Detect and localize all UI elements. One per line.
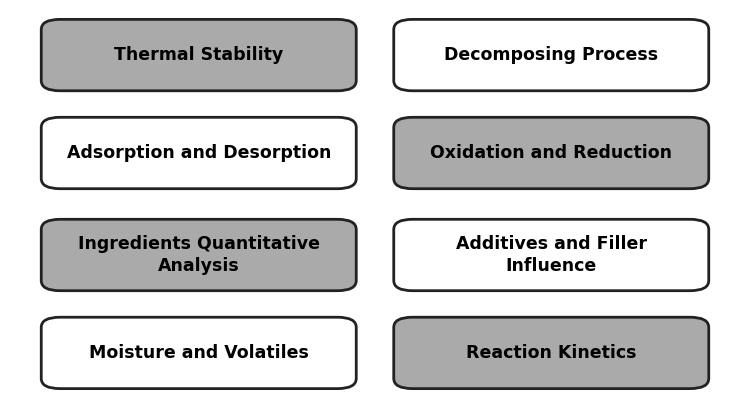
FancyBboxPatch shape (394, 317, 709, 388)
Text: Thermal Stability: Thermal Stability (114, 46, 284, 64)
FancyBboxPatch shape (41, 118, 356, 188)
FancyBboxPatch shape (394, 118, 709, 188)
Text: Decomposing Process: Decomposing Process (444, 46, 658, 64)
FancyBboxPatch shape (41, 20, 356, 91)
FancyBboxPatch shape (394, 220, 709, 290)
FancyBboxPatch shape (41, 317, 356, 388)
Text: Additives and Filler
Influence: Additives and Filler Influence (456, 235, 646, 275)
Text: Moisture and Volatiles: Moisture and Volatiles (88, 344, 309, 362)
Text: Reaction Kinetics: Reaction Kinetics (466, 344, 637, 362)
Text: Ingredients Quantitative
Analysis: Ingredients Quantitative Analysis (78, 235, 320, 275)
FancyBboxPatch shape (41, 220, 356, 290)
Text: Adsorption and Desorption: Adsorption and Desorption (67, 144, 331, 162)
FancyBboxPatch shape (394, 20, 709, 91)
Text: Oxidation and Reduction: Oxidation and Reduction (430, 144, 672, 162)
